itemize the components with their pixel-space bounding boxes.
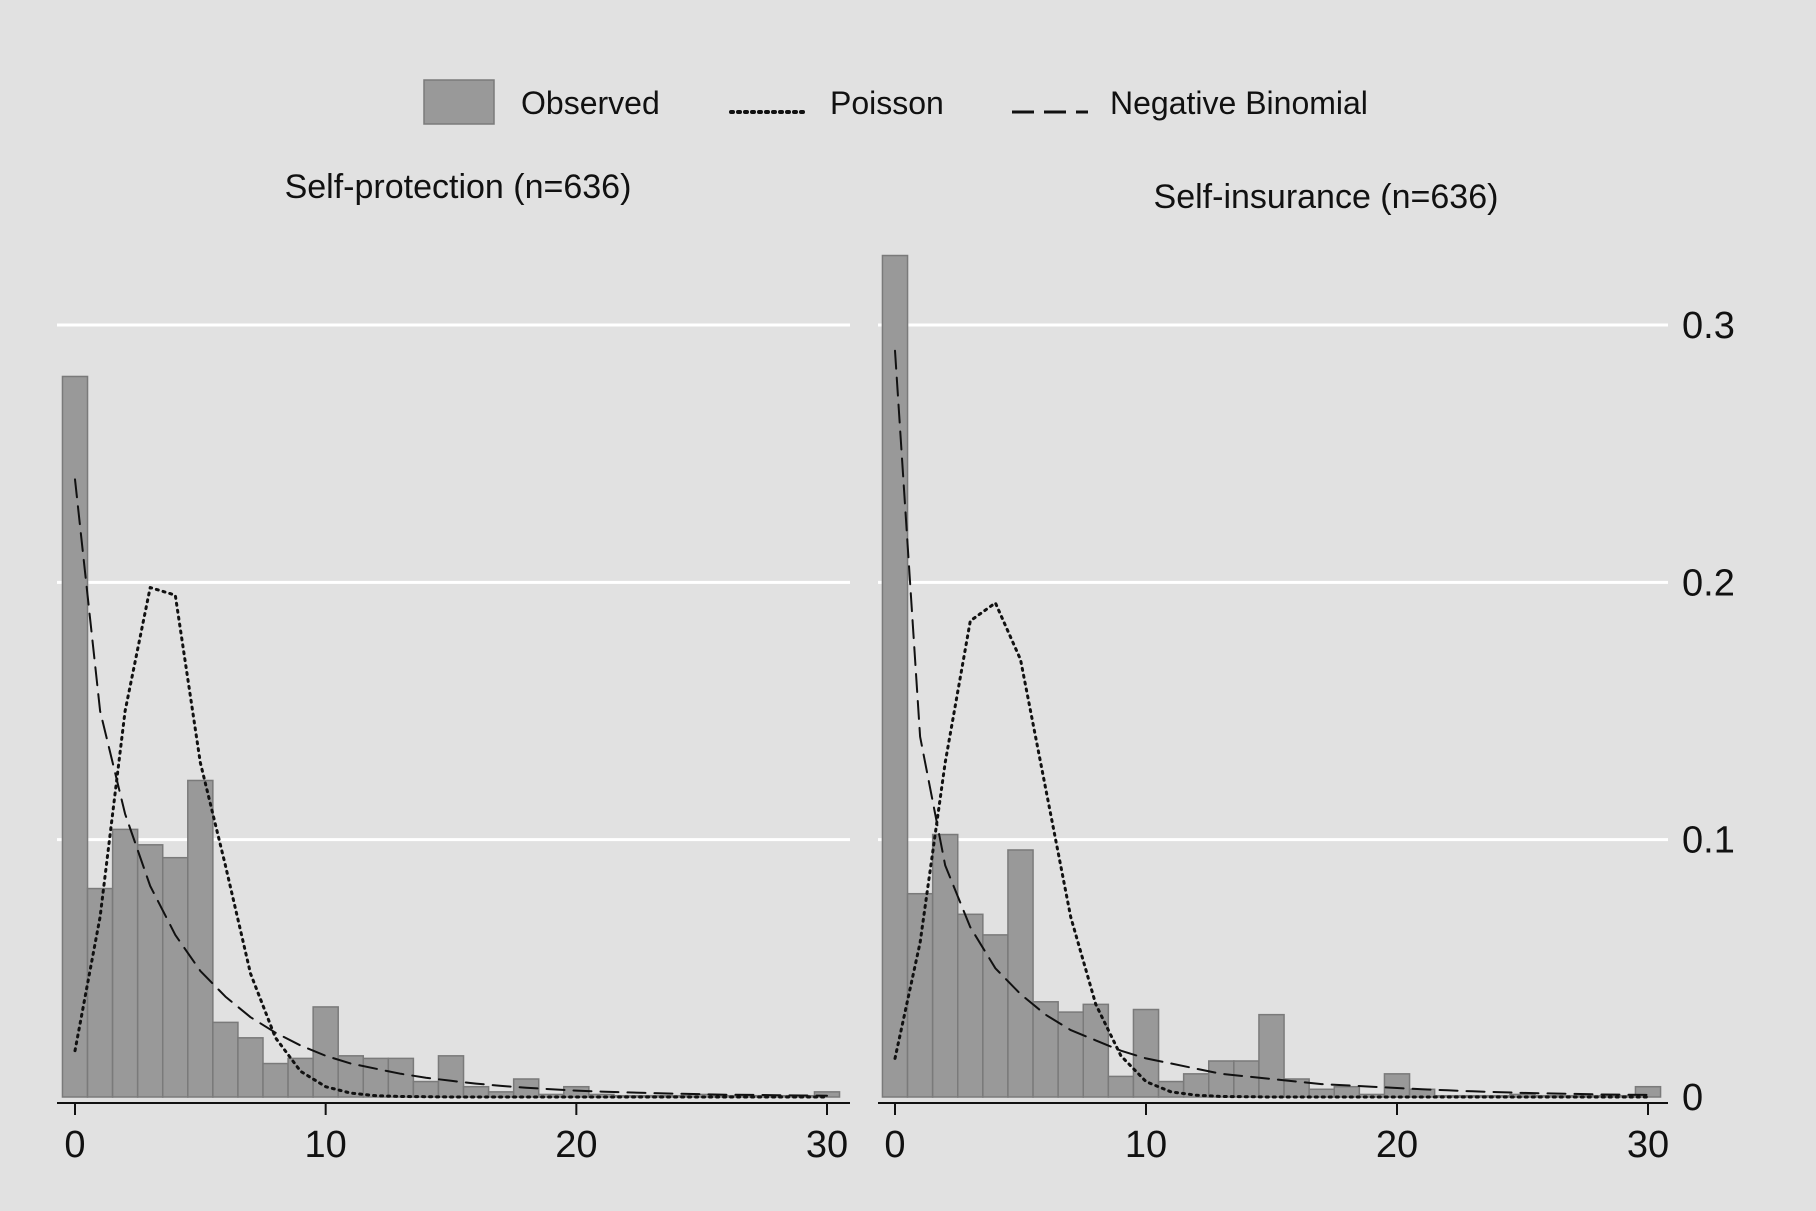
- bar-observed: [813, 1091, 841, 1098]
- x-tick-label: 30: [806, 1124, 848, 1166]
- bar-observed: [1032, 1001, 1059, 1098]
- bar-observed: [437, 1055, 465, 1098]
- bar-observed: [1082, 1003, 1110, 1098]
- bar-observed: [1333, 1085, 1361, 1098]
- bar-observed: [111, 828, 139, 1098]
- legend-negbin-label: Negative Binomial: [1110, 85, 1368, 121]
- x-tick-label: 0: [64, 1124, 85, 1166]
- bar-observed: [237, 1037, 264, 1098]
- legend-observed-label: Observed: [521, 85, 660, 121]
- x-tick-label: 0: [884, 1124, 905, 1166]
- bar-observed: [1208, 1060, 1235, 1098]
- x-tick-label: 20: [1376, 1124, 1418, 1166]
- bar-observed: [906, 892, 934, 1098]
- bar-observed: [1258, 1013, 1285, 1098]
- bar-observed: [412, 1080, 440, 1098]
- bar-observed: [1182, 1073, 1210, 1098]
- bar-observed: [982, 934, 1009, 1098]
- x-tick-label: 20: [555, 1124, 597, 1166]
- bar-observed: [931, 833, 959, 1098]
- panel-title: Self-insurance (n=636): [1154, 178, 1499, 216]
- x-tick-label: 10: [1125, 1124, 1167, 1166]
- legend: Observed Poisson Negative Binomial: [423, 79, 1368, 125]
- panel-title: Self-protection (n=636): [285, 168, 632, 206]
- bar-observed: [1107, 1075, 1135, 1098]
- bar-observed: [1383, 1073, 1411, 1098]
- line-negative-binomial: [894, 349, 1649, 1096]
- bar-observed: [1233, 1060, 1260, 1098]
- line-poisson: [73, 586, 829, 1099]
- bar-observed: [362, 1057, 390, 1098]
- bar-observed: [86, 887, 114, 1098]
- bar-observed: [61, 375, 89, 1098]
- bar-observed: [1132, 1008, 1160, 1098]
- bar-observed: [262, 1062, 289, 1098]
- y-tick-label: 0.3: [1682, 305, 1735, 347]
- bar-observed: [187, 779, 214, 1098]
- bar-observed: [957, 913, 984, 1098]
- bar-observed: [212, 1021, 239, 1098]
- bar-observed: [161, 856, 189, 1098]
- panel-self-protection: Self-protection (n=636) 0 10 20 30: [57, 168, 850, 1166]
- y-tick-label: 0.1: [1682, 820, 1735, 862]
- y-tick-label: 0: [1682, 1077, 1703, 1119]
- legend-observed-swatch: [423, 79, 495, 125]
- bar-observed: [136, 844, 164, 1098]
- y-tick-label: 0.2: [1682, 562, 1735, 604]
- x-tick-label: 30: [1627, 1124, 1669, 1166]
- bar-observed: [387, 1057, 415, 1098]
- legend-poisson-label: Poisson: [830, 85, 944, 121]
- bar-observed: [1007, 849, 1034, 1098]
- bar-observed: [881, 254, 909, 1098]
- bar-observed: [1634, 1085, 1662, 1098]
- panel-self-insurance: Self-insurance (n=636) 0 10 20 30 0 0.1 0.2 0.3: [878, 178, 1735, 1166]
- line-negative-binomial: [74, 478, 828, 1097]
- x-tick-label: 10: [305, 1124, 347, 1166]
- bar-observed: [462, 1085, 490, 1098]
